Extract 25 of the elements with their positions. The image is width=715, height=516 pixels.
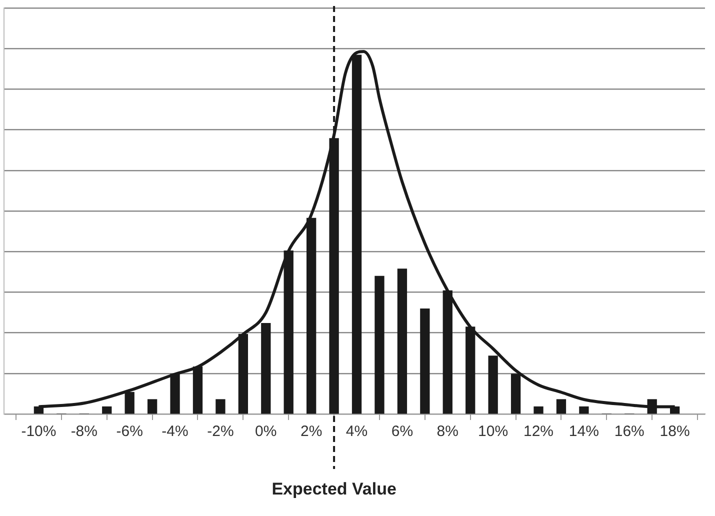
- bar: [374, 276, 384, 414]
- x-tick-label: -8%: [70, 423, 98, 440]
- bar: [534, 406, 544, 414]
- x-tick-label: 12%: [523, 423, 554, 440]
- x-tick-label: 18%: [660, 423, 690, 440]
- bar: [420, 308, 430, 414]
- x-tick-label: -6%: [116, 423, 143, 440]
- x-tick-label: -10%: [21, 423, 56, 440]
- bar: [556, 399, 566, 414]
- bar: [102, 406, 112, 414]
- bar: [397, 268, 408, 414]
- ref-line-label: Expected Value: [272, 480, 396, 499]
- x-tick-label: -2%: [207, 423, 234, 440]
- x-tick-label: 2%: [300, 423, 322, 440]
- x-tick-label: 4%: [346, 423, 368, 440]
- x-tick-label: -4%: [162, 423, 188, 440]
- x-tick-label: 14%: [568, 423, 599, 440]
- x-tick-label: 0%: [255, 423, 277, 440]
- x-tick-label: 6%: [391, 423, 414, 440]
- bar: [216, 399, 226, 414]
- bar: [147, 399, 158, 414]
- x-tick-label: 16%: [614, 423, 644, 440]
- x-tick-label: 8%: [436, 423, 458, 440]
- bar: [579, 406, 589, 414]
- x-tick-label: 10%: [478, 423, 508, 440]
